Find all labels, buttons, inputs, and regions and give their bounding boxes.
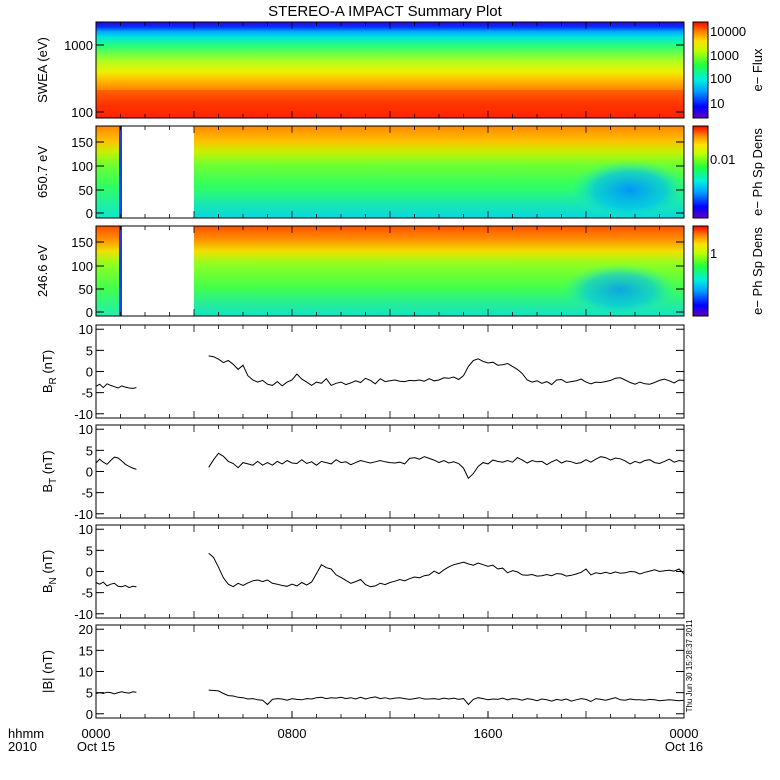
- swea-cbar-tick-10: 10: [710, 96, 724, 111]
- pad650-yticks: 0 50 100 150: [71, 135, 684, 221]
- x-axis-caption-hhmm: hhmm: [8, 726, 44, 741]
- pad650-cbar-tick: 0.01: [710, 152, 735, 167]
- swea-colorbar: [692, 21, 709, 119]
- br-ytick-label: -5: [81, 386, 93, 401]
- bt-ytick-label: 10: [79, 422, 93, 437]
- pad246-low-patch: [562, 264, 678, 316]
- pad246-ytick-50: 50: [79, 282, 93, 297]
- bmag-ytick-label: 15: [79, 643, 93, 658]
- pad650-panel: 0 50 100 150 650.7 eV 0.01 e− Ph Sp Dens: [35, 125, 765, 221]
- pad650-ytick-50: 50: [79, 183, 93, 198]
- x-tick-date: Oct 16: [665, 739, 703, 754]
- bn-series-line: [95, 581, 137, 589]
- pad246-yticks: 0 50 100 150: [71, 235, 684, 320]
- bn-ytick-label: 10: [79, 522, 93, 537]
- bmag-ylabel: |B| (nT): [40, 650, 55, 693]
- pad650-ylabel: 650.7 eV: [35, 146, 50, 198]
- br-panel: -10 -5 0 5 10 BR (nT): [40, 322, 685, 422]
- pad650-colorbar: [692, 125, 709, 219]
- bmag-ytick-label: 20: [79, 622, 93, 637]
- bmag-frame: [95, 624, 685, 719]
- pad246-cbar-label: e− Ph Sp Dens: [750, 227, 765, 315]
- pad650-early-block: [96, 126, 121, 218]
- pad650-low-patch: [570, 160, 690, 220]
- br-ytick-label: 0: [86, 365, 93, 380]
- bn-ytick-label: -10: [74, 607, 93, 622]
- pad650-early-edge: [119, 126, 122, 218]
- bmag-ytick-label: 0: [86, 707, 93, 722]
- bn-frame: [95, 524, 685, 619]
- x-tick-label: 1600: [474, 726, 503, 741]
- swea-ytick-100: 100: [71, 105, 93, 120]
- bmag-panel: 0 5 10 15 20 |B| (nT): [40, 622, 685, 722]
- bn-ytick-label: 0: [86, 565, 93, 580]
- bn-ytick-label: 5: [86, 543, 93, 558]
- swea-cbar-label: e− Flux: [750, 48, 765, 91]
- bmag-ytick-label: 5: [86, 686, 93, 701]
- pad246-cbar-tick: 1: [710, 246, 717, 261]
- x-tick-label: 0000: [82, 726, 111, 741]
- bn-ytick-label: -5: [81, 586, 93, 601]
- br-frame: [95, 324, 685, 419]
- pad650-ytick-100: 100: [71, 159, 93, 174]
- bt-series-line: [95, 456, 137, 470]
- bmag-series-line: [208, 689, 685, 706]
- bn-ylabel: BN (nT): [40, 550, 59, 593]
- bn-panel: -10 -5 0 5 10 BN (nT): [40, 522, 685, 622]
- bt-ytick-label: -10: [74, 507, 93, 522]
- pad246-panel: 0 50 100 150 246.6 eV 1 e− Ph Sp Dens: [35, 225, 765, 320]
- br-ytick-label: 10: [79, 322, 93, 337]
- swea-panel: 1000 100 SWEA (eV) 10000 1000 100 10 e− …: [35, 21, 765, 120]
- swea-cbar-tick-100: 100: [710, 71, 732, 86]
- swea-heatmap: [96, 22, 684, 118]
- bt-ytick-label: 0: [86, 465, 93, 480]
- x-tick-label: 0000: [670, 726, 699, 741]
- bt-ytick-label: -5: [81, 486, 93, 501]
- bmag-series-line: [95, 691, 137, 695]
- timestamp: Thu Jun 30 15:28:37 2011: [685, 619, 694, 712]
- bmag-ytick-label: 10: [79, 665, 93, 680]
- x-tick-label: 0800: [278, 726, 307, 741]
- bt-ytick-label: 5: [86, 443, 93, 458]
- x-tick-date: Oct 15: [77, 739, 115, 754]
- br-series-line: [95, 383, 137, 389]
- bt-ylabel: BT (nT): [40, 450, 59, 492]
- bt-frame: [95, 424, 685, 519]
- pad246-ytick-0: 0: [86, 305, 93, 320]
- bt-series-line: [208, 452, 685, 480]
- x-axis-caption-year: 2010: [8, 739, 37, 754]
- br-ylabel: BR (nT): [40, 350, 59, 393]
- pad650-ytick-0: 0: [86, 206, 93, 221]
- br-ytick-label: 5: [86, 343, 93, 358]
- br-ytick-label: -10: [74, 407, 93, 422]
- pad246-ytick-150: 150: [71, 235, 93, 250]
- pad650-cbar-label: e− Ph Sp Dens: [750, 128, 765, 216]
- bt-panel: -10 -5 0 5 10 BT (nT): [40, 422, 685, 522]
- pad246-ytick-100: 100: [71, 259, 93, 274]
- plot-title: STEREO-A IMPACT Summary Plot: [268, 3, 502, 20]
- pad246-ylabel: 246.6 eV: [35, 245, 50, 297]
- br-series-line: [208, 355, 685, 387]
- pad246-early-block: [96, 226, 121, 316]
- pad246-colorbar: [692, 225, 709, 317]
- swea-cbar-tick-1000: 1000: [710, 48, 739, 63]
- bn-series-line: [208, 552, 685, 588]
- swea-yticks: 1000 100: [64, 38, 684, 120]
- pad650-ytick-150: 150: [71, 135, 93, 150]
- swea-ylabel: SWEA (eV): [35, 37, 50, 103]
- swea-cbar-tick-10000: 10000: [710, 24, 746, 39]
- pad246-early-edge: [119, 226, 122, 316]
- swea-ytick-1000: 1000: [64, 38, 93, 53]
